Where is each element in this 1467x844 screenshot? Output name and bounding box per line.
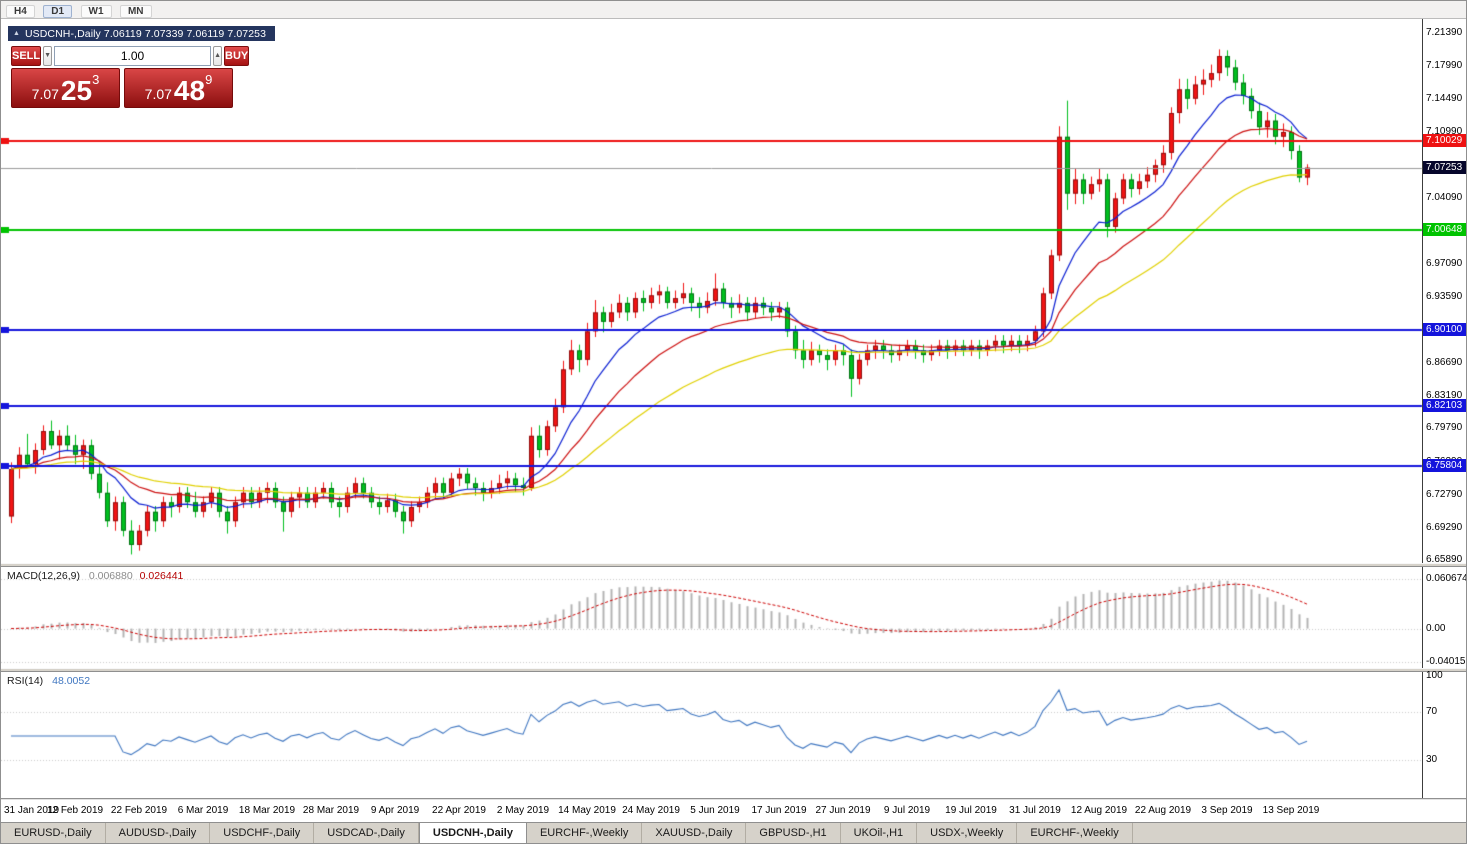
price-tick-label: 6.97090: [1426, 258, 1463, 270]
macd-indicator-label: MACD(12,26,9) 0.006880 0.026441: [7, 570, 183, 582]
chart-tab-bar: EURUSD-,Daily AUDUSD-,Daily USDCHF-,Daily U…: [1, 822, 1466, 843]
chart-tab[interactable]: USDCAD-,Daily: [314, 823, 419, 843]
date-label: 24 May 2019: [622, 805, 680, 816]
pane-separator[interactable]: [1, 668, 1466, 672]
chart-title-text: USDCNH-,Daily 7.06119 7.07339 7.06119 7.…: [24, 27, 267, 40]
price-tick-label: 7.21390: [1426, 27, 1463, 39]
date-label: 17 Jun 2019: [751, 805, 807, 816]
volume-decrease-button[interactable]: ▼: [43, 46, 53, 66]
price-tick-label: 6.93590: [1426, 291, 1463, 303]
price-tick-label: 6.83190: [1426, 390, 1463, 401]
volume-input[interactable]: [54, 46, 212, 66]
timeframe-toolbar: H4 D1 W1 MN: [1, 1, 1466, 19]
date-label: 13 Sep 2019: [1262, 805, 1320, 816]
rsi-name: RSI(14): [7, 675, 44, 687]
pane-separator: [1, 798, 1466, 800]
price-tick-label: 6.69290: [1426, 521, 1463, 533]
one-click-trading-panel: SELL ▼ ▲ BUY 7.07 25 3 7.07 48 9: [11, 46, 250, 108]
date-label: 5 Jun 2019: [690, 805, 740, 816]
date-label: 27 Jun 2019: [815, 805, 871, 816]
date-label: 18 Mar 2019: [238, 805, 296, 816]
date-label: 9 Apr 2019: [370, 805, 420, 816]
timeframe-d1-button[interactable]: D1: [43, 5, 73, 18]
date-label: 22 Apr 2019: [432, 805, 486, 816]
date-label: 14 May 2019: [558, 805, 616, 816]
date-label: 12 Feb 2019: [46, 805, 104, 816]
date-label: 3 Sep 2019: [1201, 805, 1253, 816]
timeframe-h4-button[interactable]: H4: [6, 5, 35, 18]
price-tick-label: 7.14490: [1426, 92, 1463, 104]
date-label: 28 Mar 2019: [302, 805, 360, 816]
buy-price-base: 7.07: [144, 86, 172, 102]
macd-axis-label: -0.040152: [1426, 655, 1467, 667]
price-tick-label: 6.72790: [1426, 488, 1463, 500]
chart-tab[interactable]: USDX-,Weekly: [917, 823, 1018, 843]
level-price-label: 6.82103: [1423, 399, 1466, 413]
buy-price-point: 9: [205, 72, 213, 87]
date-label: 22 Aug 2019: [1134, 805, 1192, 816]
date-label: 2 May 2019: [496, 805, 550, 816]
sell-price-point: 3: [92, 72, 100, 87]
date-label: 6 Mar 2019: [177, 805, 229, 816]
price-chart-canvas[interactable]: [1, 19, 1423, 563]
buy-button[interactable]: BUY: [224, 46, 250, 66]
level-price-label: 6.75804: [1423, 459, 1466, 473]
rsi-chart-canvas[interactable]: [1, 672, 1423, 798]
collapse-triangle-icon[interactable]: ▲: [13, 30, 20, 37]
sell-price-base: 7.07: [31, 86, 59, 102]
rsi-value: 48.0052: [52, 675, 91, 687]
price-tick-label: 7.04090: [1426, 191, 1463, 203]
macd-axis-label: 0.00: [1426, 622, 1446, 634]
chart-tab[interactable]: EURCHF-,Weekly: [527, 823, 643, 843]
date-label: 19 Jul 2019: [945, 805, 997, 816]
rsi-axis-label: 30: [1426, 754, 1438, 765]
chart-tab[interactable]: EURUSD-,Daily: [1, 823, 106, 843]
level-price-label: 6.90100: [1423, 323, 1466, 337]
chart-tab[interactable]: AUDUSD-,Daily: [106, 823, 211, 843]
pane-separator[interactable]: [1, 563, 1466, 567]
bid-price-label: 7.07253: [1423, 160, 1466, 174]
chart-title-bar[interactable]: ▲ USDCNH-,Daily 7.06119 7.07339 7.06119 …: [8, 26, 276, 41]
price-tick-label: 6.86690: [1426, 356, 1463, 368]
chart-tab[interactable]: EURCHF-,Weekly: [1017, 823, 1133, 843]
volume-increase-button[interactable]: ▲: [213, 46, 222, 66]
macd-name: MACD(12,26,9): [7, 570, 80, 582]
chart-tab[interactable]: USDCNH-,Daily: [418, 823, 527, 843]
sell-price-pips: 25: [60, 75, 93, 106]
macd-chart-canvas[interactable]: [1, 567, 1423, 668]
rsi-axis-label: 100: [1426, 670, 1443, 681]
buy-price-pips: 48: [173, 75, 206, 106]
timeframe-w1-button[interactable]: W1: [80, 5, 112, 18]
price-tick-label: 6.65890: [1426, 554, 1463, 566]
price-tick-label: 6.79790: [1426, 422, 1463, 434]
rsi-axis-label: 70: [1426, 706, 1438, 717]
chart-tab[interactable]: UKOil-,H1: [841, 823, 918, 843]
date-label: 31 Jan 2019: [4, 805, 60, 816]
level-price-label: 7.10029: [1423, 134, 1466, 148]
macd-signal-value: 0.026441: [139, 570, 184, 582]
chart-tab[interactable]: USDCHF-,Daily: [210, 823, 315, 843]
sell-price-display[interactable]: 7.07 25 3: [11, 68, 120, 108]
macd-main-value: 0.006880: [88, 570, 133, 582]
date-axis[interactable]: 31 Jan 2019 12 Feb 2019 22 Feb 2019 6 Mar 2…: [1, 800, 1466, 822]
level-price-label: 7.00648: [1423, 223, 1466, 237]
date-label: 31 Jul 2019: [1009, 805, 1061, 816]
sell-button[interactable]: SELL: [11, 46, 42, 66]
chart-tab[interactable]: GBPUSD-,H1: [746, 823, 841, 843]
price-tick-label: 7.10990: [1426, 126, 1463, 138]
buy-price-display[interactable]: 7.07 48 9: [124, 68, 233, 108]
macd-axis-label: 0.060674: [1426, 572, 1467, 584]
date-label: 12 Aug 2019: [1070, 805, 1128, 816]
date-label: 22 Feb 2019: [110, 805, 168, 816]
date-label: 9 Jul 2019: [883, 805, 931, 816]
chart-tab[interactable]: XAUUSD-,Daily: [642, 823, 747, 843]
price-tick-label: 7.17990: [1426, 59, 1463, 71]
timeframe-mn-button[interactable]: MN: [119, 5, 152, 18]
rsi-indicator-label: RSI(14) 48.0052: [7, 675, 90, 687]
